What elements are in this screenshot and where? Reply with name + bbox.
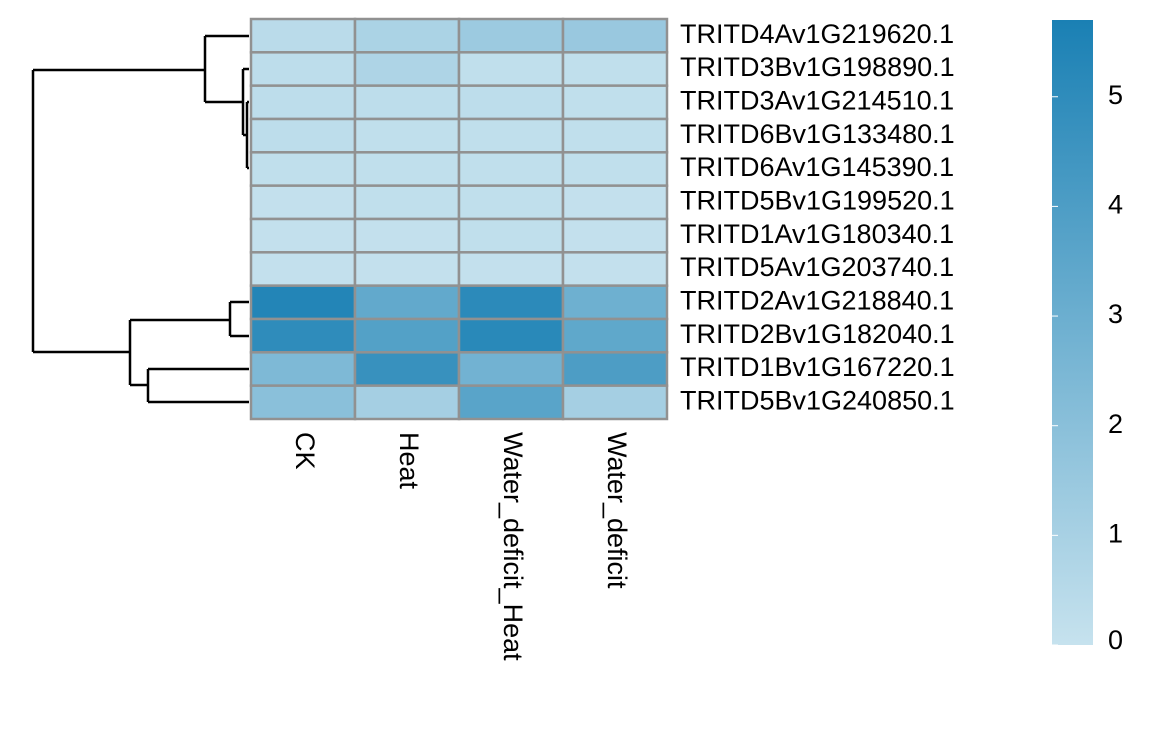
heatmap-cell bbox=[249, 351, 357, 387]
heatmap-cell bbox=[457, 217, 565, 254]
heatmap-cell bbox=[249, 151, 357, 187]
row-label: TRITD1Av1G180340.1 bbox=[680, 219, 954, 249]
colorbar-tick-label: 3 bbox=[1108, 299, 1123, 329]
heatmap-cell bbox=[561, 251, 669, 287]
heatmap-cell bbox=[353, 317, 461, 354]
heatmap-cell bbox=[561, 317, 669, 354]
colorbar bbox=[1052, 20, 1093, 645]
heatmap-cell bbox=[457, 17, 565, 54]
heatmap-cell bbox=[249, 384, 357, 421]
heatmap-cell bbox=[561, 284, 669, 321]
heatmap-cell bbox=[249, 184, 357, 221]
heatmap-cell bbox=[561, 351, 669, 387]
heatmap-cell bbox=[249, 251, 357, 287]
heatmap-cell bbox=[353, 117, 461, 154]
heatmap-cell bbox=[353, 217, 461, 254]
heatmap-cell bbox=[353, 351, 461, 387]
heatmap-cell bbox=[353, 17, 461, 54]
row-label: TRITD5Bv1G199520.1 bbox=[680, 185, 955, 215]
heatmap-cell bbox=[457, 117, 565, 154]
colorbar-tick-label: 1 bbox=[1108, 518, 1123, 548]
heatmap-cell bbox=[457, 51, 565, 87]
heatmap-cell bbox=[561, 51, 669, 87]
heatmap-cell bbox=[353, 384, 461, 421]
heatmap-cell bbox=[457, 384, 565, 421]
heatmap-cell bbox=[457, 151, 565, 187]
row-label: TRITD2Bv1G182040.1 bbox=[680, 319, 955, 349]
heatmap-cell bbox=[561, 184, 669, 221]
heatmap-cell bbox=[353, 184, 461, 221]
row-label: TRITD2Av1G218840.1 bbox=[680, 285, 954, 315]
heatmap-cell bbox=[457, 184, 565, 221]
heatmap-cell bbox=[249, 117, 357, 154]
row-label: TRITD3Bv1G198890.1 bbox=[680, 52, 955, 82]
heatmap-cell bbox=[457, 317, 565, 354]
heatmap-cell bbox=[457, 251, 565, 287]
heatmap-cell bbox=[457, 351, 565, 387]
heatmap-cell bbox=[249, 217, 357, 254]
dendrogram bbox=[31, 34, 249, 404]
row-label: TRITD5Av1G203740.1 bbox=[680, 252, 954, 282]
heatmap-cell bbox=[249, 51, 357, 87]
heatmap-cell bbox=[353, 51, 461, 87]
column-label: Water_deficit bbox=[602, 432, 632, 589]
row-label: TRITD6Av1G145390.1 bbox=[680, 152, 954, 182]
heatmap-cell bbox=[249, 284, 357, 321]
row-label: TRITD5Bv1G240850.1 bbox=[680, 385, 955, 415]
heatmap-cell bbox=[561, 384, 669, 421]
heatmap-cell bbox=[353, 251, 461, 287]
colorbar-tick-label: 0 bbox=[1108, 625, 1123, 655]
heatmap-cell bbox=[353, 151, 461, 187]
heatmap-cell bbox=[457, 284, 565, 321]
heatmap-cell bbox=[353, 84, 461, 121]
heatmap-cell bbox=[561, 84, 669, 121]
heatmap-cell bbox=[561, 151, 669, 187]
row-label: TRITD6Bv1G133480.1 bbox=[680, 119, 955, 149]
heatmap-cell bbox=[353, 284, 461, 321]
heatmap-cell bbox=[249, 84, 357, 121]
column-label: Heat bbox=[394, 432, 424, 490]
heatmap-cell bbox=[561, 17, 669, 54]
heatmap-cell bbox=[249, 17, 357, 54]
column-label: CK bbox=[290, 432, 320, 470]
column-label: Water_deficit_Heat bbox=[498, 432, 528, 661]
row-label: TRITD3Av1G214510.1 bbox=[680, 85, 954, 115]
heatmap-cell bbox=[561, 117, 669, 154]
colorbar-tick-label: 4 bbox=[1108, 190, 1123, 220]
colorbar-tick-label: 2 bbox=[1108, 409, 1123, 439]
heatmap-cell bbox=[249, 317, 357, 354]
heatmap-cell bbox=[457, 84, 565, 121]
row-label: TRITD1Bv1G167220.1 bbox=[680, 352, 955, 382]
colorbar-tick-label: 5 bbox=[1108, 80, 1123, 110]
heatmap-cell bbox=[561, 217, 669, 254]
row-label: TRITD4Av1G219620.1 bbox=[680, 19, 954, 49]
